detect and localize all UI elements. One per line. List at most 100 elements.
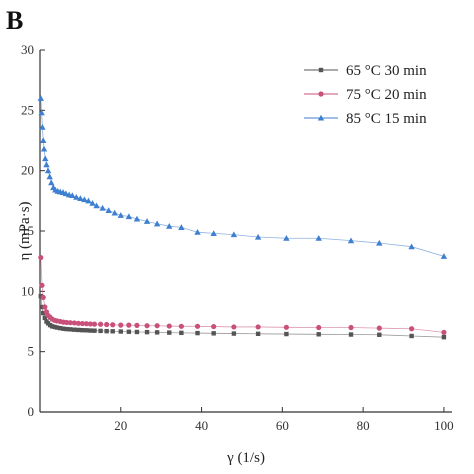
data-point (316, 324, 322, 331)
data-point (38, 109, 45, 116)
data-point (39, 282, 45, 288)
data-point (110, 329, 115, 334)
data-point (118, 329, 123, 334)
data-point (92, 328, 97, 333)
data-point (48, 179, 55, 186)
data-point (283, 324, 289, 330)
data-point (42, 155, 49, 162)
data-point (118, 322, 124, 328)
data-point (134, 329, 140, 335)
data-point (39, 124, 46, 130)
data-point (376, 325, 382, 331)
x-tick-label: 80 (357, 418, 370, 433)
data-point (38, 254, 44, 261)
data-point (80, 327, 85, 333)
data-point (377, 332, 382, 337)
data-point (376, 239, 383, 246)
data-point (76, 327, 81, 333)
data-point (153, 220, 161, 227)
data-point (46, 173, 53, 180)
data-point (40, 145, 48, 152)
data-point (71, 320, 77, 326)
data-point (77, 195, 84, 201)
data-point (61, 326, 66, 331)
data-point (110, 322, 116, 328)
data-point (99, 204, 106, 211)
data-point (52, 324, 57, 330)
series-3 (37, 95, 448, 259)
data-point (316, 332, 321, 337)
data-point (178, 224, 185, 230)
y-tick-label: 10 (21, 283, 34, 298)
data-point (104, 321, 110, 328)
legend-marker (318, 91, 324, 97)
data-point (54, 325, 60, 330)
data-point (143, 218, 151, 224)
legend: 65 °C 30 min 75 °C 20 min 85 °C 15 min (304, 63, 427, 127)
data-point (49, 324, 55, 329)
x-tick-label: 40 (195, 418, 208, 433)
data-point (73, 194, 80, 200)
data-point (72, 327, 77, 332)
legend-entry: 65 °C 30 min (304, 63, 427, 79)
x-tick-label: 60 (276, 418, 289, 433)
data-point (166, 323, 172, 329)
data-point (79, 320, 86, 327)
data-point (40, 137, 47, 144)
data-point (441, 334, 447, 340)
data-point (194, 323, 201, 329)
data-point (255, 331, 261, 337)
data-point (69, 192, 76, 198)
data-point (133, 215, 141, 222)
data-point (348, 324, 354, 331)
legend-label: 65 °C 30 min (346, 63, 427, 79)
y-tick-label: 0 (28, 404, 35, 419)
data-point (44, 167, 52, 174)
data-point (97, 321, 104, 327)
data-point (104, 328, 109, 334)
data-point (64, 326, 69, 332)
y-axis-label: η (mPa·s) (17, 201, 33, 260)
data-point (42, 304, 48, 310)
data-point (89, 200, 96, 206)
legend-marker (317, 114, 325, 121)
data-point (211, 323, 217, 330)
data-point (105, 207, 112, 214)
data-point (166, 222, 173, 229)
y-tick-label: 15 (21, 223, 34, 238)
data-point (441, 329, 447, 335)
data-point (87, 321, 94, 327)
data-point (134, 322, 140, 328)
y-tick-label: 30 (21, 42, 34, 57)
data-point (42, 315, 48, 321)
data-point (39, 304, 45, 310)
data-point (315, 235, 322, 241)
x-axis-label: γ (1/s) (226, 450, 265, 466)
ticks: 20 40 60 80 100 0 5 10 15 20 25 30 (21, 42, 454, 433)
data-point (91, 321, 98, 327)
y-tick-label: 25 (21, 102, 34, 117)
data-point (231, 324, 237, 330)
data-point (111, 209, 118, 216)
data-point (57, 325, 63, 331)
x-tick-label: 20 (114, 418, 127, 433)
y-tick-label: 20 (21, 163, 34, 178)
series-1 (38, 293, 447, 340)
data-point (167, 330, 172, 335)
legend-label: 85 °C 15 min (346, 111, 427, 127)
data-point (154, 330, 160, 335)
legend-label: 75 °C 20 min (346, 87, 427, 103)
series-layer (37, 95, 448, 340)
data-point (194, 229, 201, 235)
data-point (37, 95, 45, 101)
data-point (84, 328, 89, 333)
data-point (283, 235, 290, 241)
data-point (195, 330, 200, 336)
x-tick-label: 100 (434, 418, 454, 433)
data-point (154, 323, 160, 329)
legend-entry: 75 °C 20 min (304, 87, 427, 103)
data-point (81, 196, 88, 203)
data-point (144, 329, 150, 335)
data-point (43, 161, 50, 168)
